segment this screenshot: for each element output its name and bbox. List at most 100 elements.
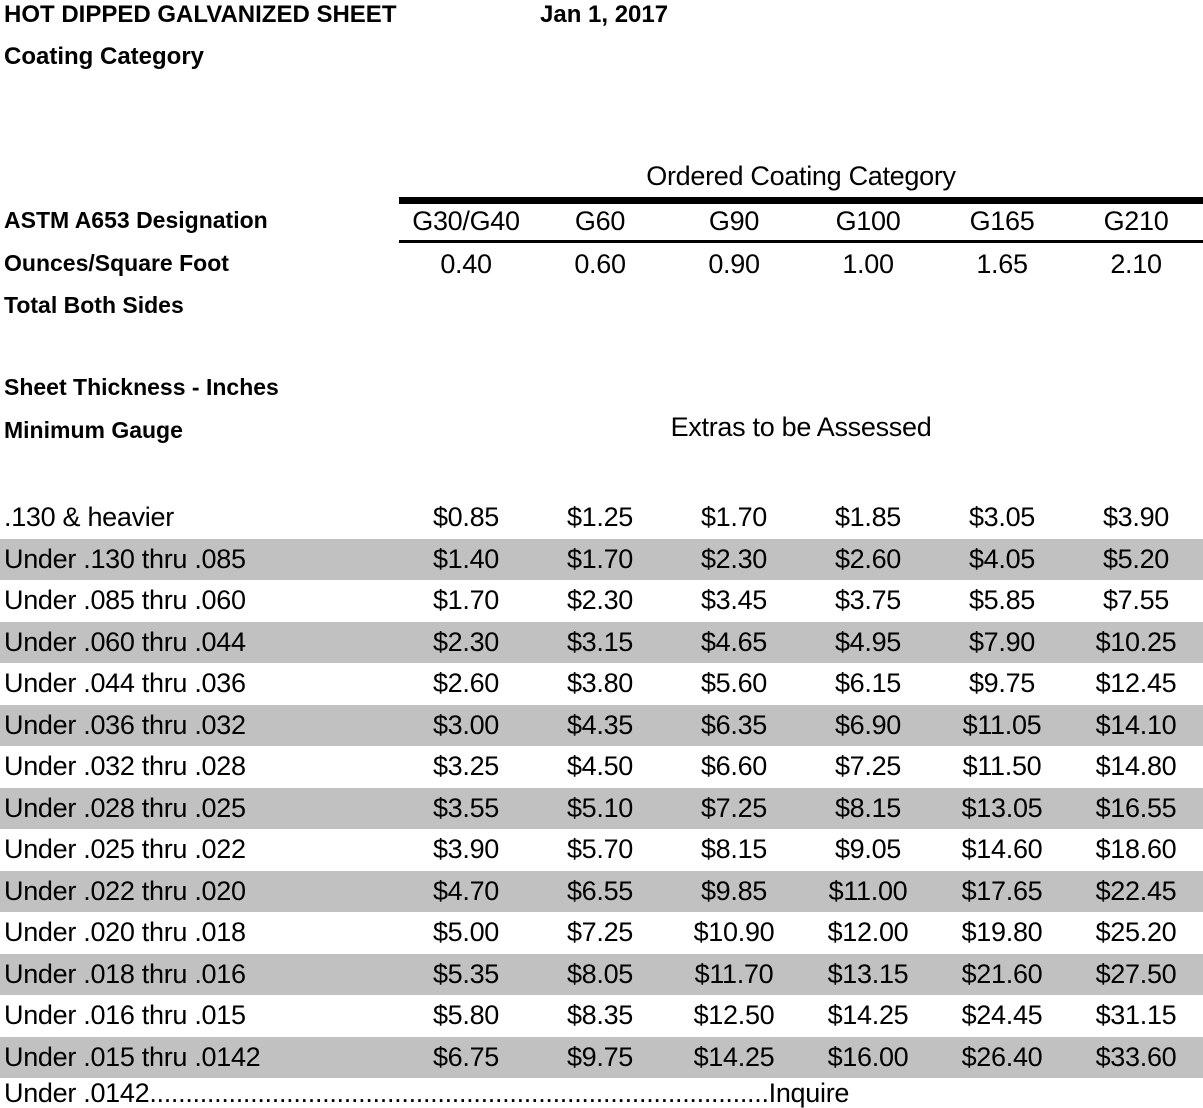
sheet-thickness-label: Sheet Thickness - Inches [4,374,279,400]
price-cell: $17.65 [961,875,1043,906]
ounces-per-sqft-label: Ounces/Square Foot [4,250,229,276]
price-cell: $31.15 [1095,1000,1177,1031]
thickness-cell: Under .044 thru .036 [4,668,246,699]
price-cell: $4.65 [700,626,768,657]
page-subtitle: Coating Category [4,43,205,70]
price-cell: $4.70 [432,875,500,906]
table-row: Under .036 thru .032 $3.00 $4.35 $6.35 $6.90… [0,704,1203,746]
table-row: Under .020 thru .018 $5.00 $7.25 $10.90 $12.… [0,912,1203,954]
price-cell: $3.80 [566,668,634,699]
table-row: Under .016 thru .015 $5.80 $8.35 $12.50 $14.… [0,995,1203,1037]
designation-cell: G165 [969,206,1035,236]
thickness-cell: Under .085 thru .060 [4,585,246,616]
price-cell: $5.35 [432,958,500,989]
thickness-cell: Under .032 thru .028 [4,751,246,782]
price-cell: $9.05 [834,834,902,865]
price-cell: $1.70 [432,585,500,616]
price-cell: $2.60 [432,668,500,699]
price-cell: $3.55 [432,792,500,823]
page-title: HOT DIPPED GALVANIZED SHEET [4,1,397,28]
price-cell: $8.35 [566,1000,634,1031]
designation-cell: G60 [574,206,626,236]
price-cell: $11.00 [828,875,908,906]
price-cell: $7.25 [700,792,768,823]
table-row: Under .015 thru .0142 $6.75 $9.75 $14.25 $16… [0,1036,1203,1078]
price-cell: $7.25 [834,751,902,782]
price-cell: $8.15 [834,792,902,823]
table-row: Under .022 thru .020 $4.70 $6.55 $9.85 $11.0… [0,870,1203,912]
designation-row: G30/G40 G60 G90 G100 G165 G210 [399,204,1203,238]
page-date: Jan 1, 2017 [540,1,669,28]
ounces-cell: 1.00 [842,249,894,279]
price-cell: $24.45 [961,1000,1043,1031]
price-cell: $13.15 [827,958,909,989]
price-cell: $5.20 [1102,543,1170,574]
price-cell: $16.55 [1095,792,1177,823]
price-cell: $3.05 [968,502,1036,533]
price-cell: $2.30 [432,626,500,657]
price-cell: $11.50 [962,751,1042,782]
price-cell: $12.00 [827,917,909,948]
price-cell: $14.25 [693,1041,775,1072]
footer-inquire-value: Inquire [768,1078,850,1108]
designation-cell: G100 [835,206,901,236]
price-cell: $26.40 [961,1041,1043,1072]
thickness-cell: Under .022 thru .020 [4,875,246,906]
price-cell: $3.90 [432,834,500,865]
total-both-sides-label: Total Both Sides [4,292,184,318]
price-cell: $10.90 [693,917,775,948]
price-cell: $1.70 [700,502,768,533]
designation-cell: G30/G40 [412,206,520,236]
header-thin-rule [399,240,1203,243]
price-cell: $14.10 [1095,709,1177,740]
price-cell: $3.15 [566,626,634,657]
ordered-coating-category-header: Ordered Coating Category [646,161,956,191]
thickness-cell: Under .036 thru .032 [4,709,246,740]
price-cell: $19.80 [961,917,1043,948]
thickness-cell: Under .018 thru .016 [4,958,246,989]
table-row: Under .044 thru .036 $2.60 $3.80 $5.60 $6.15… [0,663,1203,705]
price-cell: $0.85 [432,502,500,533]
price-cell: $4.05 [968,543,1036,574]
price-cell: $6.15 [834,668,902,699]
thickness-cell: Under .025 thru .022 [4,834,246,865]
price-cell: $13.05 [961,792,1043,823]
footer-thickness-label: Under .0142 [4,1078,150,1108]
price-cell: $2.30 [566,585,634,616]
price-cell: $5.85 [968,585,1036,616]
price-cell: $1.25 [566,502,634,533]
price-cell: $5.60 [700,668,768,699]
price-cell: $5.80 [432,1000,500,1031]
price-cell: $11.70 [694,958,774,989]
table-row: Under .085 thru .060 $1.70 $2.30 $3.45 $3.75… [0,580,1203,622]
price-cell: $2.60 [834,543,902,574]
thickness-cell: Under .020 thru .018 [4,917,246,948]
price-cell: $6.35 [700,709,768,740]
price-cell: $2.30 [700,543,768,574]
thickness-cell: Under .130 thru .085 [4,543,246,574]
price-table-body: .130 & heavier $0.85 $1.25 $1.70 $1.85 $3.05 $… [0,497,1203,1078]
price-cell: $6.60 [700,751,768,782]
price-cell: $11.05 [962,709,1042,740]
ounces-cell: 2.10 [1110,249,1162,279]
price-cell: $3.00 [432,709,500,740]
table-row: Under .018 thru .016 $5.35 $8.05 $11.70 $13.… [0,953,1203,995]
price-cell: $1.70 [566,543,634,574]
price-cell: $21.60 [961,958,1043,989]
extras-to-be-assessed-header: Extras to be Assessed [670,412,932,442]
price-cell: $3.90 [1102,502,1170,533]
price-cell: $14.60 [961,834,1043,865]
price-cell: $9.75 [968,668,1036,699]
table-row: Under .025 thru .022 $3.90 $5.70 $8.15 $9.05… [0,829,1203,871]
price-cell: $3.75 [834,585,902,616]
table-row: Under .060 thru .044 $2.30 $3.15 $4.65 $4.95… [0,621,1203,663]
ounces-cell: 0.90 [708,249,760,279]
ounces-row: 0.40 0.60 0.90 1.00 1.65 2.10 [399,247,1203,281]
price-cell: $10.25 [1095,626,1177,657]
price-cell: $8.05 [566,958,634,989]
price-cell: $3.25 [432,751,500,782]
table-row: Under .130 thru .085 $1.40 $1.70 $2.30 $2.60… [0,538,1203,580]
price-cell: $1.40 [432,543,500,574]
thickness-cell: Under .060 thru .044 [4,626,246,657]
